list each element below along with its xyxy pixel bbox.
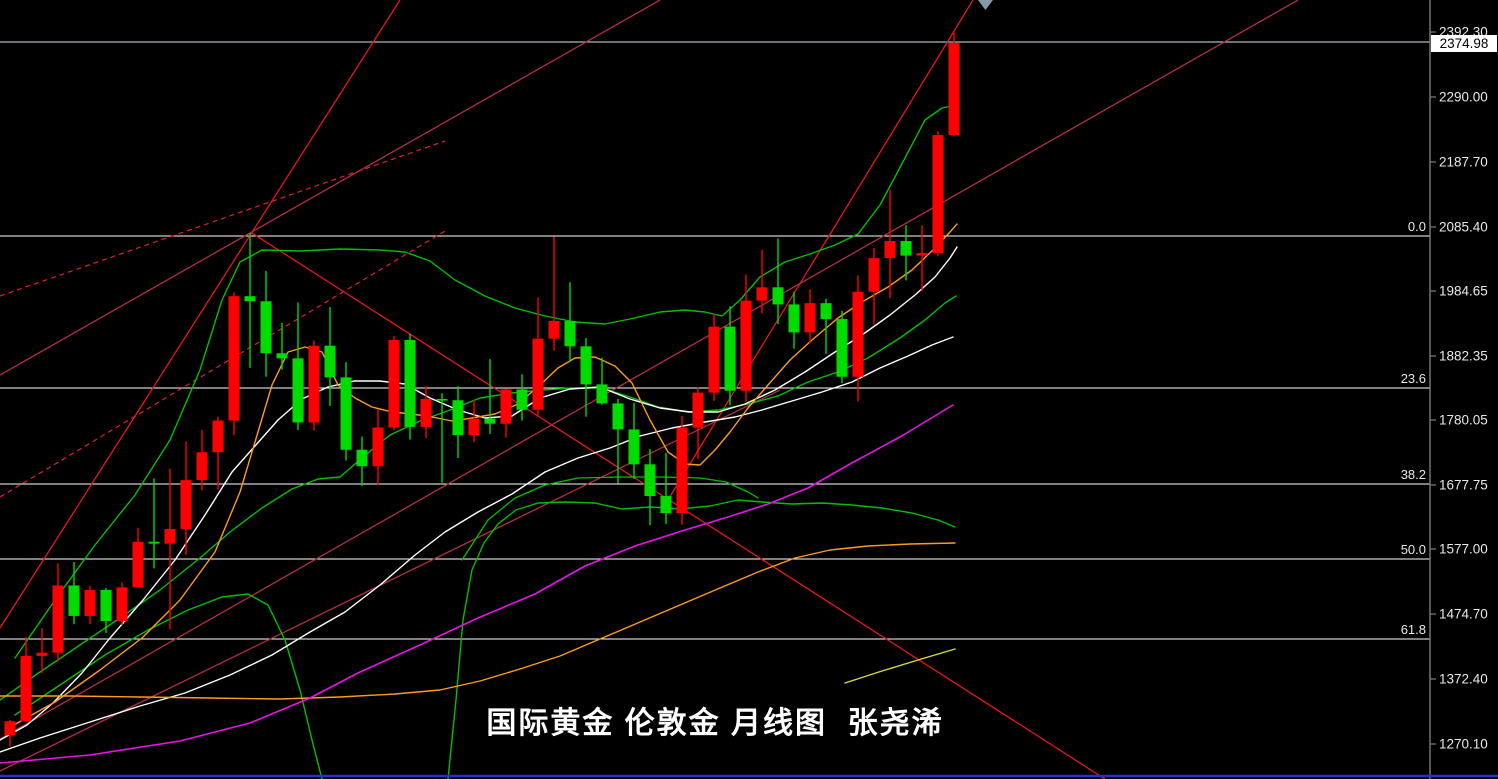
fib-label: 61.8 bbox=[1401, 622, 1426, 637]
axis-label: 1577.00 bbox=[1439, 542, 1488, 557]
overlay-ma-yellow bbox=[844, 648, 956, 684]
candle-body-2021-03 bbox=[356, 449, 368, 467]
candle-body-2021-09 bbox=[452, 400, 464, 436]
candle-body-2021-02 bbox=[340, 377, 352, 450]
candle-body-2020-02 bbox=[148, 541, 160, 544]
candle-body-2022-08 bbox=[628, 429, 640, 465]
fib-label: 0.0 bbox=[1408, 219, 1426, 234]
axis-label: 1677.75 bbox=[1439, 478, 1488, 493]
fib-label: 50.0 bbox=[1401, 542, 1426, 557]
axis-label: 1882.35 bbox=[1439, 349, 1488, 364]
watermark: 国际黄金 伦敦金 月线图 张尧浠 bbox=[486, 707, 944, 740]
current-price-tag: 2374.98 bbox=[1431, 35, 1497, 52]
candle-body-2023-04 bbox=[756, 287, 768, 301]
overlay-bollinger-upper bbox=[14, 105, 953, 659]
candle-body-2023-09 bbox=[836, 319, 848, 377]
candle-body-2021-05 bbox=[388, 339, 400, 428]
candle-body-2023-06 bbox=[788, 304, 800, 333]
candle-body-2021-06 bbox=[404, 339, 416, 427]
trendline-dashed-support-high bbox=[0, 140, 446, 297]
candle-body-2022-06 bbox=[596, 384, 608, 404]
candle-body-2019-08 bbox=[52, 585, 64, 653]
trendline-dashed-support-low bbox=[0, 230, 446, 498]
candle-body-2020-09 bbox=[260, 301, 272, 354]
axis-label: 1984.65 bbox=[1439, 284, 1488, 299]
overlay-ma-white-slow bbox=[0, 336, 954, 753]
axis-label: 2085.40 bbox=[1439, 220, 1488, 235]
overlay-ma-white-fast bbox=[0, 246, 958, 741]
overlay-ma-green-mid bbox=[0, 295, 957, 701]
candle-body-2023-05 bbox=[772, 287, 784, 305]
axis-label: 2187.70 bbox=[1439, 155, 1488, 170]
candle-body-2021-04 bbox=[372, 427, 384, 467]
candle-body-2021-11 bbox=[484, 418, 496, 424]
candle-body-2022-03 bbox=[548, 320, 560, 339]
candle-body-2020-03 bbox=[164, 529, 176, 544]
candle-body-2023-10 bbox=[852, 291, 864, 377]
candle-body-2023-02 bbox=[724, 326, 736, 391]
candle-body-2019-12 bbox=[116, 587, 128, 622]
candle-body-2022-09 bbox=[644, 464, 656, 497]
candle-body-2024-02 bbox=[916, 253, 928, 256]
overlay-ma-orange-slow bbox=[0, 542, 956, 700]
axis-label: 2290.00 bbox=[1439, 90, 1488, 105]
trendline-fan-maroon-up bbox=[0, 0, 661, 376]
candle-body-2022-12 bbox=[692, 392, 704, 428]
candle-body-2020-08 bbox=[244, 296, 256, 302]
candle-body-2019-10 bbox=[84, 589, 96, 616]
candle-body-2020-12 bbox=[308, 345, 320, 423]
candle-body-2019-09 bbox=[68, 585, 80, 616]
candle-body-2021-08 bbox=[436, 398, 448, 401]
overlay-ma-magenta bbox=[0, 404, 954, 764]
axis-label: 1372.40 bbox=[1439, 672, 1488, 687]
candle-body-2021-12 bbox=[500, 389, 512, 424]
candle-body-2023-12 bbox=[884, 241, 896, 259]
candle-body-2020-04 bbox=[180, 480, 192, 530]
candle-body-2022-07 bbox=[612, 403, 624, 430]
candle-body-2023-11 bbox=[868, 258, 880, 292]
candle-body-2021-07 bbox=[420, 398, 432, 427]
candle-body-2024-04 bbox=[948, 43, 960, 136]
trendline-channel-maroon-long bbox=[0, 0, 1299, 740]
candle-body-2023-01 bbox=[708, 326, 720, 393]
candle-body-2020-06 bbox=[212, 420, 224, 453]
candle-body-2020-01 bbox=[132, 541, 144, 588]
candle-body-2022-10 bbox=[660, 496, 672, 514]
candle-body-2022-04 bbox=[564, 320, 576, 347]
axis-label: 1270.10 bbox=[1439, 737, 1488, 752]
candle-body-2024-03 bbox=[932, 135, 944, 254]
candle-body-2023-08 bbox=[820, 303, 832, 320]
candle-body-2019-05 bbox=[4, 721, 16, 736]
candle-body-2020-05 bbox=[196, 452, 208, 481]
axis-label: 1474.70 bbox=[1439, 607, 1488, 622]
candle-body-2022-11 bbox=[676, 427, 688, 514]
trendline-uptrend-steep-2019 bbox=[0, 0, 401, 629]
axis-label: 1780.05 bbox=[1439, 413, 1488, 428]
candle-body-2022-01 bbox=[516, 389, 528, 410]
chevron-down-icon bbox=[978, 0, 993, 10]
overlay-ma-green-flat bbox=[461, 476, 759, 561]
candle-body-2020-11 bbox=[292, 358, 304, 423]
fib-label: 23.6 bbox=[1401, 371, 1426, 386]
fib-label: 38.2 bbox=[1401, 467, 1426, 482]
candle-body-2019-06 bbox=[20, 655, 32, 722]
candle-body-2020-10 bbox=[276, 353, 288, 359]
candle-body-2020-07 bbox=[228, 296, 240, 421]
candle-body-2019-07 bbox=[36, 652, 48, 656]
trendline-uptrend-steep-2022 bbox=[659, 0, 974, 514]
candle-body-2021-10 bbox=[468, 418, 480, 436]
candle-body-2023-03 bbox=[740, 300, 752, 391]
candle-body-2024-01 bbox=[900, 241, 912, 256]
candle-body-2019-11 bbox=[100, 589, 112, 622]
candle-body-2022-05 bbox=[580, 346, 592, 385]
candle-body-2021-01 bbox=[324, 345, 336, 378]
candle-body-2023-07 bbox=[804, 303, 816, 333]
candle-body-2022-02 bbox=[532, 338, 544, 410]
